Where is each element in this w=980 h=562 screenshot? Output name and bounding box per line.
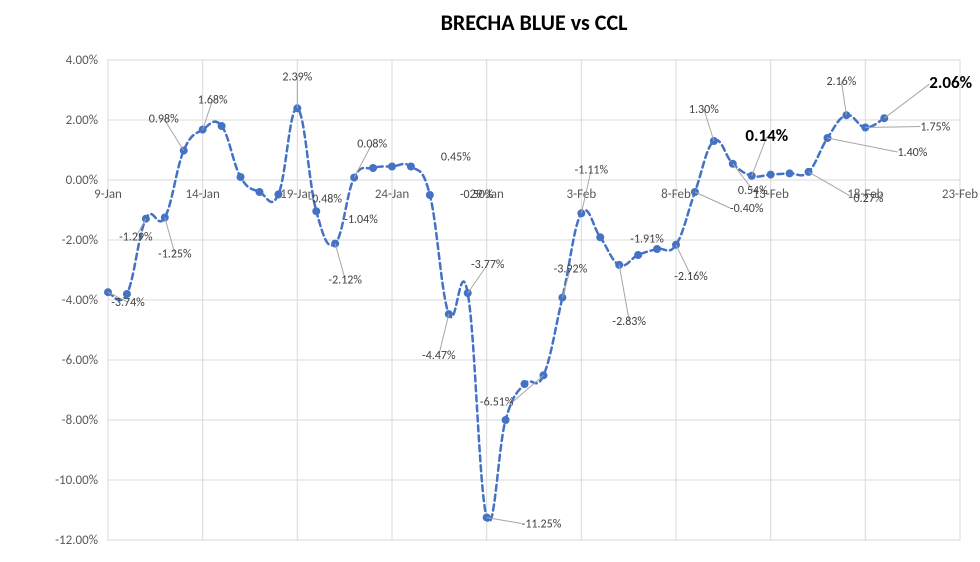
data-label: 0.14% [745,125,788,146]
data-label: -0.40% [730,202,764,216]
data-label: 0.45% [441,151,471,165]
x-tick-label: 14-Jan [185,187,220,202]
x-tick-label: 3-Feb [567,187,597,202]
data-label: 0.08% [357,138,387,152]
data-marker [237,173,245,181]
data-label: -2.16% [674,270,708,284]
data-label: -1.25% [158,248,192,262]
chart-container: -12.00% -10.00% -8.00% -6.00% -4.00% -2.00% 0.… [0,0,980,562]
y-tick-label: 0.00% [66,173,98,188]
data-label: 2.16% [826,75,856,89]
data-marker [312,207,320,215]
data-label: -11.25% [522,518,562,532]
x-tick-label: 8-Feb [661,187,691,202]
y-tick-label: -8.00% [62,413,98,428]
y-tick-label: -2.00% [62,233,98,248]
data-label: 1.40% [897,146,927,160]
data-label: -2.12% [328,274,362,288]
data-label: -2.83% [612,315,646,329]
data-label: -3.92% [554,263,588,277]
data-marker [255,188,263,196]
x-tick-label: 24-Jan [375,187,410,202]
data-label: -0.50% [460,188,494,202]
data-label: -1.29% [119,231,153,245]
data-marker [369,164,377,172]
y-tick-label: -4.00% [62,293,98,308]
y-tick-label: -6.00% [62,353,98,368]
chart-title: BRECHA BLUE vs CCL [441,9,628,36]
x-tick-label: 23-Feb [942,187,978,202]
data-label: -3.77% [471,258,505,272]
data-label: -1.04% [344,213,378,227]
data-label: 0.54% [738,184,768,198]
data-marker [274,190,282,198]
data-marker [521,380,529,388]
data-label: 1.75% [920,121,950,135]
data-label: -1.91% [630,232,664,246]
data-label: 2.39% [282,70,312,84]
data-label: 1.30% [689,103,719,117]
x-tick-label: 9-Jan [94,187,122,202]
y-tick-label: 2.00% [66,113,98,128]
data-marker [407,163,415,171]
y-tick-label: 4.00% [66,53,98,68]
data-label: -4.47% [422,349,456,363]
data-label: 2.06% [929,72,972,93]
data-label: 1.68% [198,94,228,108]
data-label: -6.51% [480,395,514,409]
data-marker [388,163,396,171]
data-marker [786,169,794,177]
data-marker [767,171,775,179]
data-marker [502,416,510,424]
data-label: -0.48% [308,192,342,206]
data-marker [596,233,604,241]
data-marker [426,191,434,199]
data-label: -1.11% [575,163,609,177]
data-marker [634,251,642,259]
data-label: 0.98% [149,113,179,127]
y-tick-label: -12.00% [55,533,98,548]
line-chart: -12.00% -10.00% -8.00% -6.00% -4.00% -2.00% 0.… [0,0,980,562]
y-tick-label: -10.00% [55,473,98,488]
data-label: 0.27% [854,192,884,206]
data-label: -3.74% [111,296,145,310]
data-marker [218,122,226,130]
